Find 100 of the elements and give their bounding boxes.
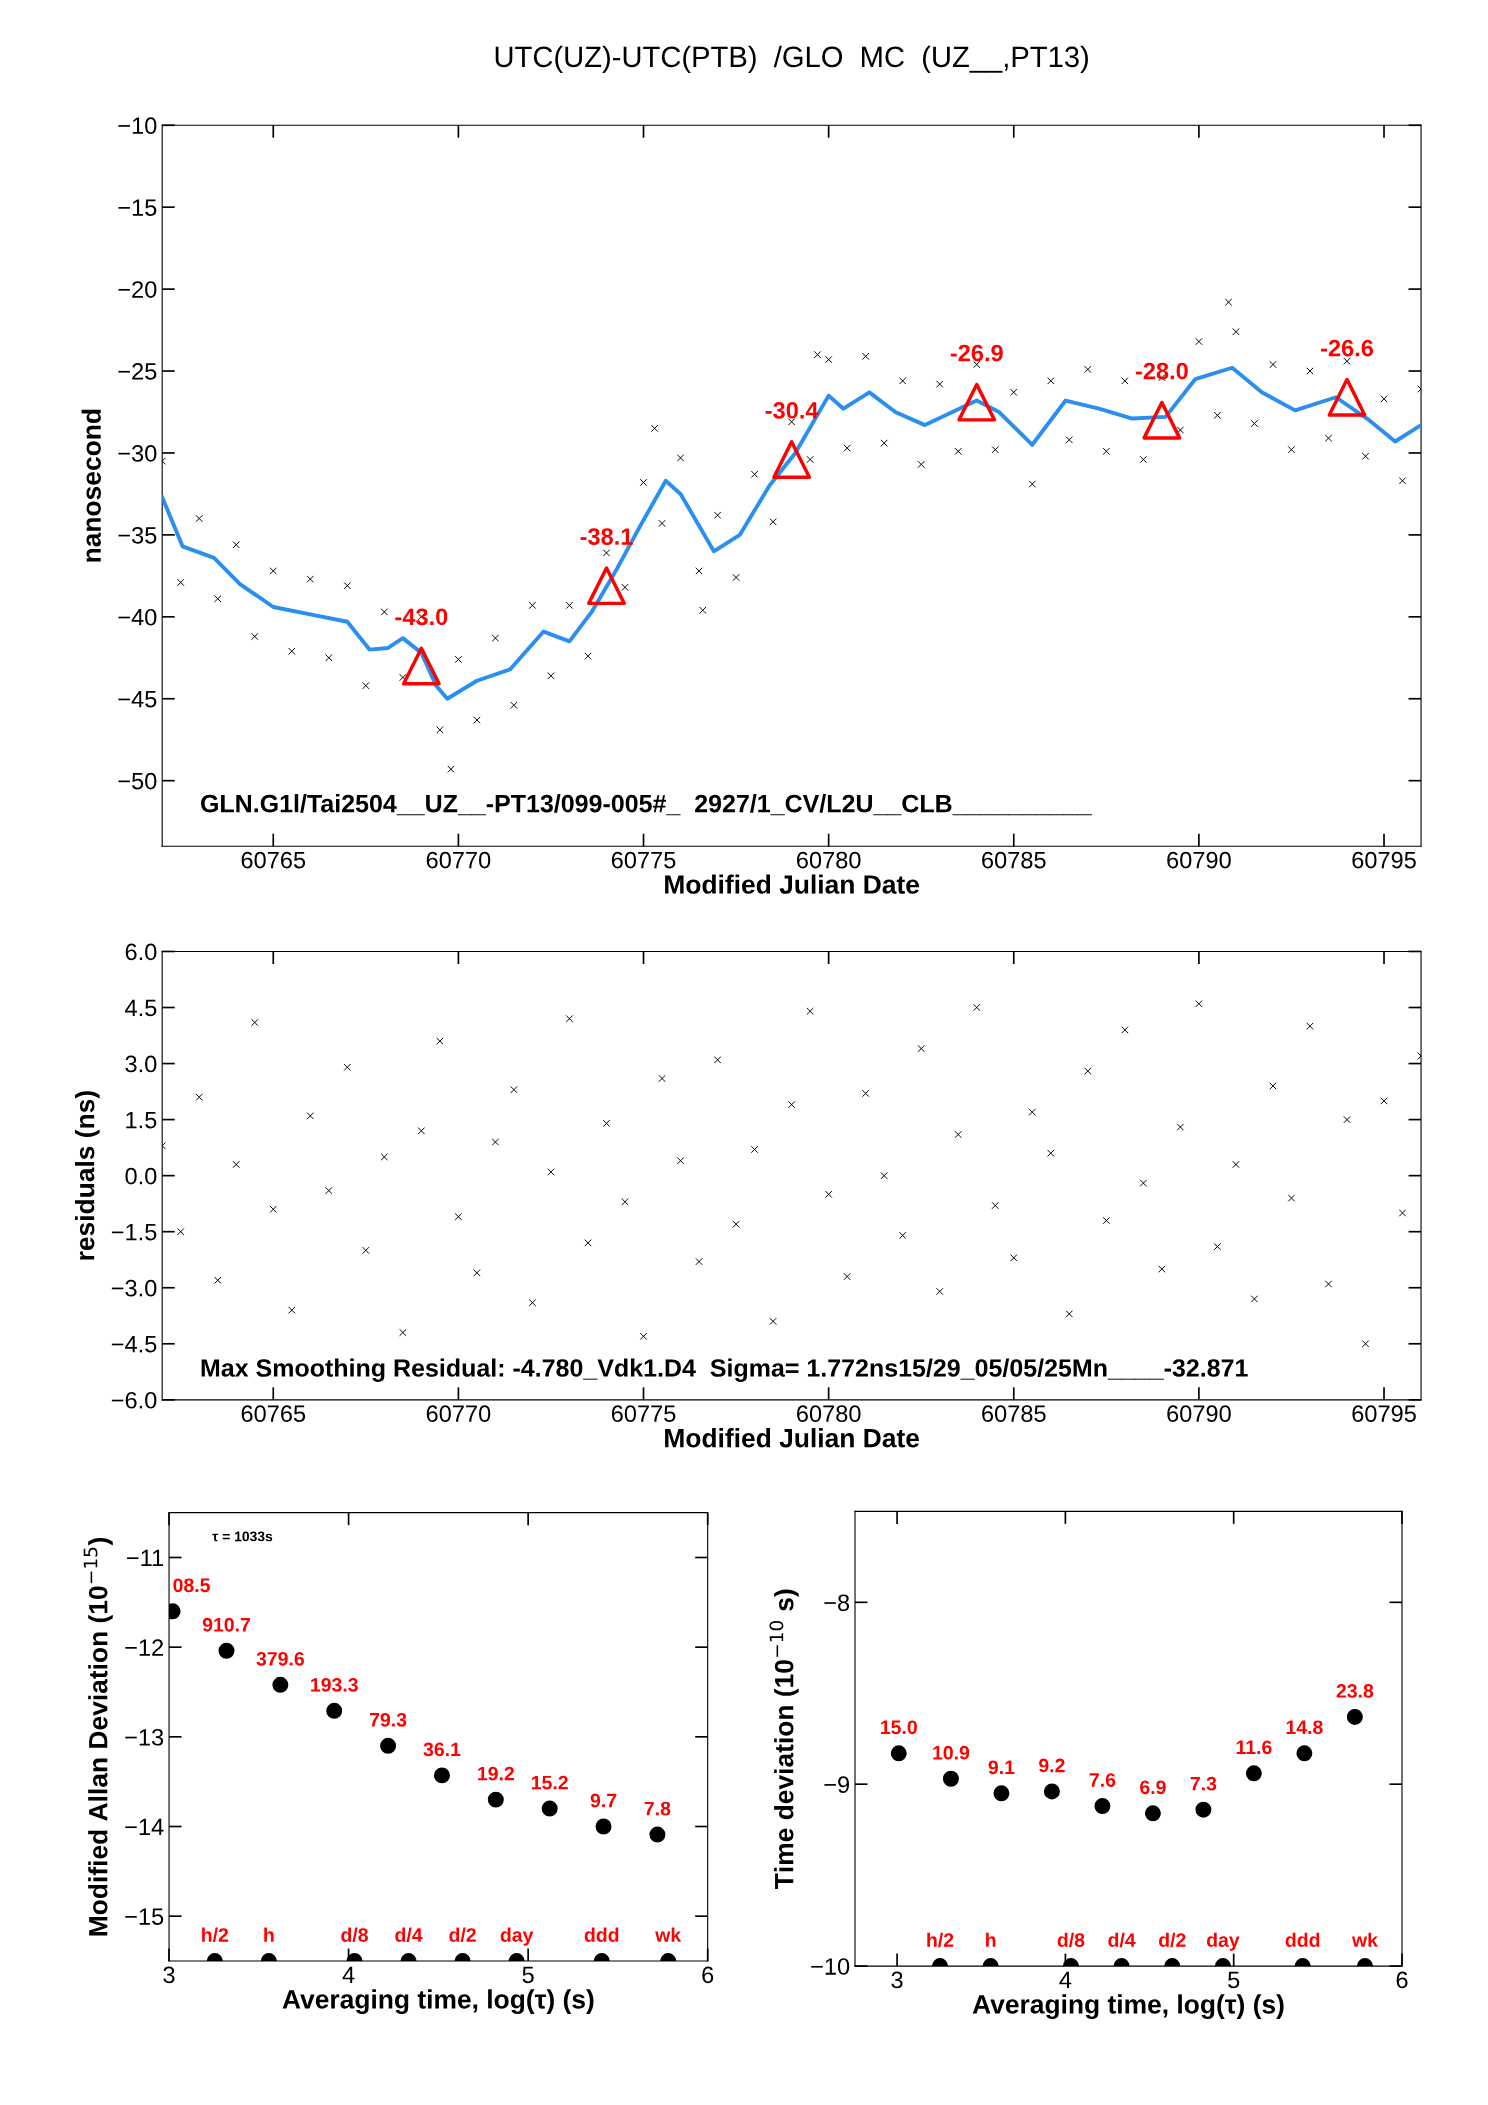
point (942, 1770, 959, 1787)
point (890, 1745, 907, 1762)
annotation: 6.9 (1140, 1780, 1166, 1795)
annotation: 15.2 (531, 1775, 568, 1790)
y-tick-label: −4.5 (111, 1336, 157, 1353)
y-tick-label: −15 (118, 199, 157, 216)
chart-title: UTC(UZ)-UTC(PTB) /GLO MC (UZ__,PT13) (495, 45, 1088, 73)
annotation: 9.1 (988, 1760, 1015, 1775)
x-tick-label: 3 (891, 1971, 903, 1989)
y-axis-title: nanosecond (81, 409, 101, 562)
x-tick-label: 60780 (797, 1405, 861, 1423)
y-axis-title: residuals (ns) (75, 1091, 100, 1260)
y-tick-label: −3.0 (111, 1279, 157, 1297)
point (1142, 400, 1182, 440)
x-tick-label: 60780 (797, 851, 861, 869)
point (957, 382, 997, 422)
annotation: 19.2 (478, 1766, 514, 1781)
x-tick-label: 60770 (426, 851, 491, 869)
annotation: ddd (1285, 1932, 1320, 1947)
x-tick-label: 4 (1059, 1971, 1072, 1989)
y-tick-label: 6.0 (125, 943, 157, 961)
annotation: 23.8 (1336, 1684, 1374, 1698)
y-tick-label: −15 (125, 1908, 164, 1925)
y-axis-title: Time deviation (10$^{−10}$ s) (769, 1589, 799, 1889)
data-label: -30.4 (765, 402, 819, 419)
annotation: h (264, 1927, 274, 1942)
y-tick-label: −13 (125, 1728, 164, 1746)
x-tick-label: 60795 (1352, 851, 1416, 869)
annotation: d/8 (1057, 1932, 1085, 1948)
x-tick-label: 60785 (982, 1405, 1046, 1423)
point (587, 566, 626, 606)
annotation: day (1206, 1932, 1240, 1951)
x-tick-label: 6 (702, 1966, 714, 1984)
annotation: 11.6 (1236, 1740, 1272, 1755)
annotation: wk (1351, 1932, 1378, 1947)
annotation: 10.9 (933, 1745, 970, 1760)
x-axis-title: Averaging time, log(τ) (s) (282, 1989, 594, 2014)
point (1195, 1801, 1212, 1818)
x-tick-label: 60790 (1167, 1405, 1231, 1423)
y-tick-label: −30 (118, 445, 157, 462)
annotation: 7.3 (1190, 1776, 1217, 1791)
x-tick-label: 4 (342, 1966, 355, 1983)
y-tick-label: −6.0 (111, 1391, 157, 1409)
annotation: d/2 (449, 1927, 476, 1943)
point (218, 1642, 235, 1659)
y-tick-label: 3.0 (125, 1055, 157, 1073)
point (433, 1767, 450, 1784)
point (272, 1676, 289, 1693)
y-tick-label: −8 (824, 1594, 850, 1612)
annotation: τ = 1033s (212, 1531, 273, 1542)
annotation: 9.2 (1039, 1758, 1065, 1773)
y-axis-title: Modified Allan Deviation (10$^{−15}$) (83, 1537, 113, 1936)
data-label: -43.0 (395, 608, 448, 626)
annotation: 14.8 (1286, 1720, 1323, 1735)
annotation: 9.7 (590, 1793, 617, 1808)
y-tick-label: −11 (127, 1549, 164, 1567)
x-tick-label: 60765 (241, 1405, 306, 1423)
y-tick-label: −20 (118, 281, 157, 298)
annotation: GLN.G1l/Tai2504__UZ__-PT13/099-005#_ 2927/1_CV/L2U__CLB__________ (200, 794, 1092, 816)
data-label: -26.6 (1321, 339, 1374, 357)
annotation: day (500, 1927, 534, 1946)
point (1094, 1798, 1111, 1815)
point (993, 1785, 1010, 1802)
y-tick-label: −40 (118, 608, 157, 626)
annotation: h (986, 1932, 996, 1947)
y-tick-label: −25 (118, 363, 157, 380)
x-tick-label: 60775 (611, 1405, 676, 1423)
annotation: ddd (584, 1927, 619, 1942)
annotation: h/2 (202, 1927, 229, 1943)
annotation: 36.1 (423, 1742, 461, 1757)
x-tick-label: 60790 (1167, 851, 1231, 869)
point (1043, 1783, 1060, 1800)
y-tick-label: −1.5 (111, 1224, 157, 1241)
point (1327, 377, 1367, 417)
annotation: 379.6 (256, 1651, 304, 1666)
point (380, 1737, 397, 1754)
x-tick-label: 60775 (611, 851, 676, 869)
x-tick-label: 3 (163, 1966, 175, 1984)
point (595, 1818, 612, 1835)
annotation: d/2 (1159, 1932, 1186, 1948)
annotation: d/4 (1108, 1932, 1136, 1948)
point (649, 1826, 666, 1843)
x-axis-title: Modified Julian Date (665, 1428, 920, 1448)
data-label: -28.0 (1135, 362, 1188, 380)
x-tick-label: 60795 (1352, 1405, 1416, 1423)
x-tick-label: 6 (1396, 1971, 1408, 1989)
y-tick-label: 4.5 (125, 999, 157, 1017)
x-tick-label: 5 (1228, 1971, 1240, 1989)
annotation: d/4 (395, 1927, 423, 1943)
data-label: -38.1 (580, 528, 633, 545)
x-tick-label: 5 (522, 1966, 534, 1984)
annotation: d/8 (341, 1927, 368, 1943)
y-tick-label: −50 (118, 772, 157, 790)
point (1296, 1745, 1313, 1762)
y-tick-label: −45 (118, 691, 157, 708)
y-tick-label: −14 (125, 1818, 164, 1836)
y-tick-label: −12 (125, 1639, 163, 1656)
x-tick-label: 60770 (426, 1405, 491, 1423)
point (326, 1702, 343, 1719)
point (1245, 1765, 1262, 1782)
